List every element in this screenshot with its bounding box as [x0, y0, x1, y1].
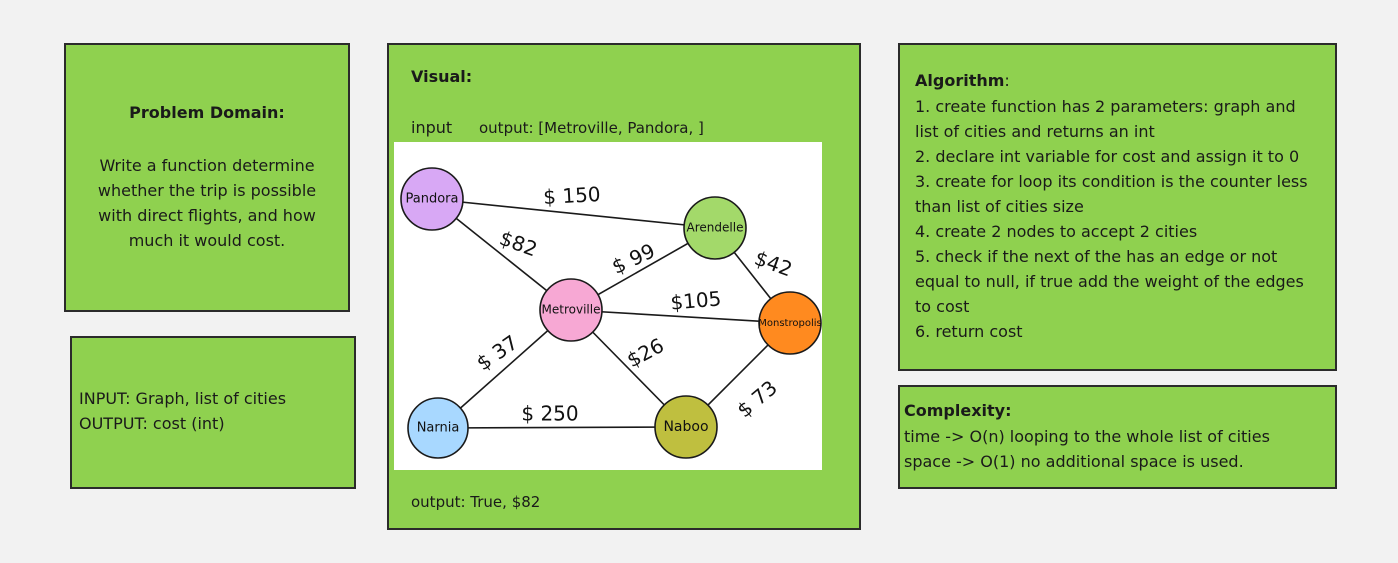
- visual-input-label: input: [411, 118, 453, 137]
- io-input: INPUT: Graph, list of cities: [79, 389, 287, 408]
- algorithm-step: 2. declare int variable for cost and ass…: [915, 147, 1300, 166]
- algorithm-step: 4. create 2 nodes to accept 2 cities: [915, 222, 1198, 241]
- edge-weight-label: $26: [623, 333, 668, 372]
- algorithm-steps: 1. create function has 2 parameters: gra…: [915, 94, 1319, 344]
- edge-weight-label: $ 37: [472, 330, 522, 375]
- edge-weight-label: $ 73: [732, 375, 782, 422]
- visual-footer-output: output: True, $82: [411, 493, 541, 511]
- complexity-time: time -> O(n) looping to the whole list o…: [904, 427, 1270, 446]
- problem-domain-title: Problem Domain:: [129, 103, 285, 122]
- complexity-card[interactable]: Complexity: time -> O(n) looping to the …: [898, 385, 1337, 489]
- algorithm-step: 1. create function has 2 parameters: gra…: [915, 97, 1296, 141]
- graph-edge-narnia-naboo: [437, 426, 687, 429]
- graph-node-narnia: [407, 397, 469, 459]
- edge-weight-label: $105: [669, 286, 722, 314]
- graph-edge-pandora-arendelle: [431, 198, 716, 229]
- problem-domain-body: Write a function determine whether the t…: [97, 156, 317, 250]
- io-output: OUTPUT: cost (int): [79, 414, 225, 433]
- complexity-space: space -> O(1) no additional space is use…: [904, 452, 1244, 471]
- algorithm-step: 3. create for loop its condition is the …: [915, 172, 1308, 216]
- graph-node-label-monstropolis: Monstropolis: [758, 318, 821, 329]
- graph-edge-metroville-monstropolis: [570, 309, 791, 324]
- edge-weight-label: $ 99: [608, 238, 659, 279]
- algorithm-step: 6. return cost: [915, 322, 1023, 341]
- graph-node-label-narnia: Narnia: [417, 421, 460, 436]
- visual-title: Visual:: [411, 67, 473, 86]
- graph-node-metroville: [539, 278, 603, 342]
- io-card[interactable]: INPUT: Graph, list of cities OUTPUT: cos…: [70, 336, 356, 489]
- algorithm-heading: Algorithm:: [915, 71, 1010, 90]
- graph-node-label-arendelle: Arendelle: [687, 221, 744, 235]
- visual-output-label: output: [Metroville, Pandora, ]: [479, 119, 704, 137]
- graph-node-label-metroville: Metroville: [542, 303, 601, 317]
- algorithm-step: 5. check if the next of the has an edge …: [915, 247, 1304, 316]
- complexity-title: Complexity:: [904, 401, 1012, 420]
- graph-image: $ 150 $82 $ 99 $42 $105 $ 37 $26 $ 73 $ 250 Pand…: [394, 142, 822, 470]
- graph-node-label-pandora: Pandora: [406, 192, 459, 207]
- edge-weight-label: $ 150: [543, 182, 601, 209]
- algorithm-card[interactable]: Algorithm: 1. create function has 2 para…: [898, 43, 1337, 371]
- graph-node-naboo: [654, 395, 718, 459]
- graph-node-label-naboo: Naboo: [663, 419, 708, 435]
- algorithm-title: Algorithm: [915, 71, 1005, 90]
- graph-node-monstropolis: [758, 291, 822, 355]
- problem-domain-card[interactable]: Problem Domain: Write a function determi…: [64, 43, 350, 312]
- visual-card[interactable]: Visual: input output: [Metroville, Pando…: [387, 43, 861, 530]
- graph-diagram: $ 150$82 $ 99 $42$105$ 37 $26$ 73$ 250 Pand…: [400, 167, 822, 459]
- edge-weight-label: $42: [751, 246, 795, 282]
- edge-weight-label: $ 250: [521, 402, 578, 426]
- graph-node-pandora: [400, 167, 464, 231]
- graph-node-arendelle: [683, 196, 747, 260]
